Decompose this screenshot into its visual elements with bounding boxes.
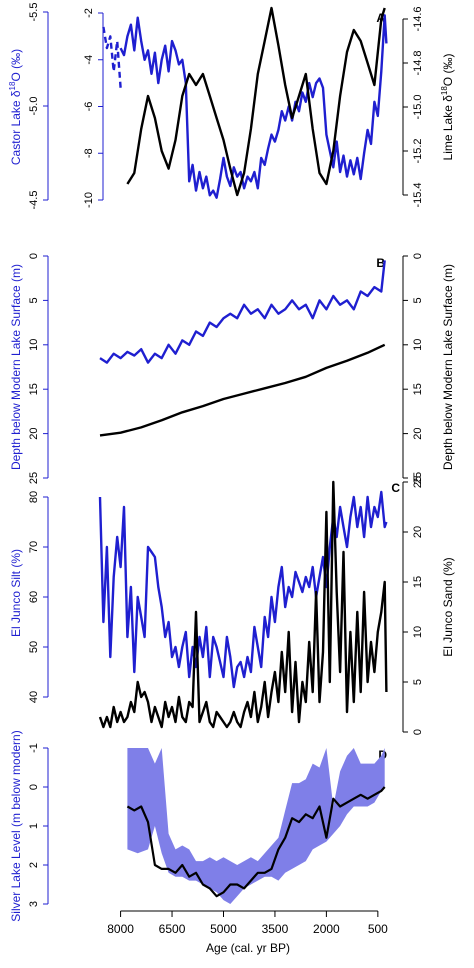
silt-axis-title: El Junco Silt (%)	[9, 549, 23, 637]
silt-axis-tick-label: 70	[28, 541, 40, 553]
x-axis-title: Age (cal. yr BP)	[206, 941, 290, 955]
silt-axis-tick-label: 60	[28, 591, 40, 603]
castor-inner-axis-tick-label: -8	[83, 148, 95, 158]
depth-right-axis-title: Depth below Modern Lake Surface (m)	[441, 264, 455, 470]
series-line-b-0	[99, 260, 386, 364]
silver-axis-tick-label: 0	[28, 784, 40, 790]
x-axis-tick-label: 5000	[210, 922, 237, 936]
depth-left-axis-tick-label: 0	[28, 253, 40, 259]
depth-right-axis-tick-label: 20	[412, 427, 424, 439]
series-line-d	[126, 786, 386, 898]
silt-axis-tick-label: 50	[28, 641, 40, 653]
sand-axis-tick-label: 15	[412, 576, 424, 588]
x-axis-tick-label: 6500	[159, 922, 186, 936]
castor-inner-axis-tick-label: -2	[83, 8, 95, 18]
sand-axis-title: El Junco Sand (%)	[441, 557, 455, 656]
depth-right-axis-tick-label: 25	[412, 472, 424, 484]
castor-outer-axis-tick-label: -4.5	[28, 191, 40, 210]
castor-outer-axis-tick-label: -5.0	[28, 97, 40, 116]
depth-right-axis-tick-label: 10	[412, 339, 424, 351]
series-line-a-1	[119, 14, 388, 199]
depth-left-axis-tick-label: 15	[28, 383, 40, 395]
castor-inner-axis-tick-label: -10	[83, 192, 95, 208]
depth-left-axis-tick-label: 5	[28, 297, 40, 303]
uncertainty-band	[127, 748, 385, 904]
lime-axis-tick-label: -15.2	[412, 138, 424, 163]
depth-left-axis-title: Depth below Modern Lake Surface (m)	[9, 264, 23, 470]
lime-axis-tick-label: -15.4	[412, 182, 424, 207]
x-axis: 8000 6500 5000 3500 2000 500 Age (cal. yr BP)	[107, 910, 388, 955]
sand-axis-tick-label: 20	[412, 526, 424, 538]
depth-right-axis-tick-label: 0	[412, 253, 424, 259]
silver-axis-tick-label: 1	[28, 823, 40, 829]
panel-c: 40 50 60 70 80 0 5 10 15 20 25 El Junco Silt (%) El …	[9, 476, 455, 735]
panel-a: -5.5 -5.0 -4.5 -10 -8 -6 -4 -2 -15.4 -15.2 -15.0 -1…	[8, 3, 455, 210]
depth-left-axis-tick-label: 25	[28, 472, 40, 484]
panel-d: -1 0 1 2 3 Silver Lake Level (m below modern)…	[9, 730, 387, 921]
x-axis-tick-label: 500	[368, 922, 388, 936]
silt-axis-tick-label: 80	[28, 491, 40, 503]
depth-right-axis-tick-label: 5	[412, 297, 424, 303]
sand-axis-tick-label: 0	[412, 729, 424, 735]
lime-axis-title: Lime Lake δ18O (‰)	[440, 54, 455, 161]
silver-axis-tick-label: -1	[28, 743, 40, 753]
silt-axis-tick-label: 40	[28, 691, 40, 703]
lime-axis-tick-label: -15.0	[412, 94, 424, 119]
lime-axis-tick-label: -14.6	[412, 6, 424, 31]
series-line-a-2	[126, 6, 386, 197]
sand-axis-tick-label: 25	[412, 476, 424, 488]
x-axis-tick-label: 8000	[107, 922, 134, 936]
x-axis-tick-label: 2000	[313, 922, 340, 936]
castor-axis-title: Castor Lake δ18O (‰)	[8, 49, 23, 165]
series-line-c-0	[98, 490, 388, 689]
castor-outer-axis-tick-label: -5.5	[28, 3, 40, 22]
sand-axis-tick-label: 10	[412, 626, 424, 638]
castor-inner-axis-tick-label: -6	[83, 102, 95, 112]
series-line-b-1	[99, 343, 386, 437]
depth-right-axis-tick-label: 15	[412, 383, 424, 395]
sand-axis-tick-label: 5	[412, 679, 424, 685]
silver-axis-tick-label: 2	[28, 862, 40, 868]
depth-left-axis-tick-label: 10	[28, 339, 40, 351]
x-axis-tick-label: 3500	[262, 922, 289, 936]
panel-letter: C	[391, 481, 400, 495]
castor-inner-axis-tick-label: -4	[83, 55, 95, 65]
silver-axis-tick-label: 3	[28, 901, 40, 907]
silver-axis-title: Silver Lake Level (m below modern)	[9, 730, 23, 921]
series-line-a-0	[102, 26, 122, 88]
panel-b: 0 5 10 15 20 25 0 5 10 15 20 25 Depth below Modern L…	[9, 253, 455, 484]
depth-left-axis-tick-label: 20	[28, 427, 40, 439]
panel-letter: B	[376, 256, 385, 270]
series-line-c-1	[98, 480, 388, 729]
lime-axis-tick-label: -14.8	[412, 50, 424, 75]
